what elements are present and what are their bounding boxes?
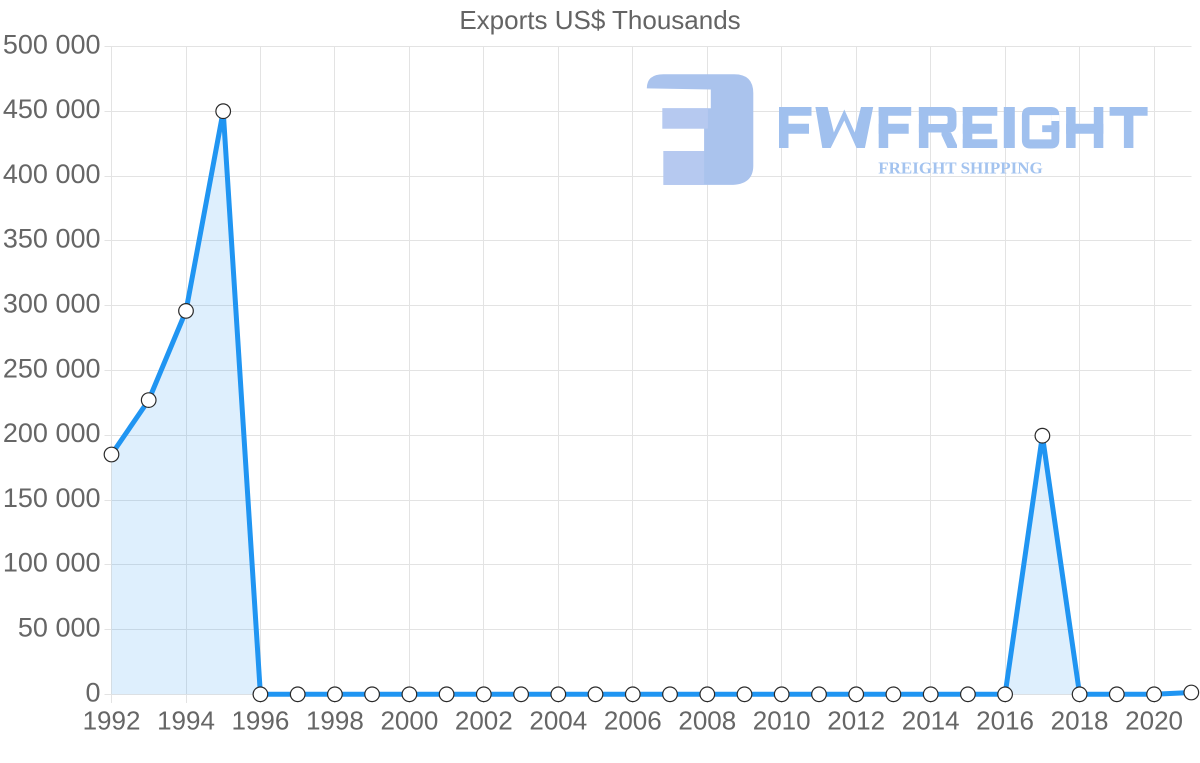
svg-text:2018: 2018 bbox=[1051, 706, 1109, 736]
svg-text:2020: 2020 bbox=[1125, 706, 1183, 736]
svg-text:500 000: 500 000 bbox=[3, 29, 101, 59]
svg-text:2008: 2008 bbox=[678, 706, 736, 736]
svg-text:200 000: 200 000 bbox=[3, 418, 101, 448]
svg-text:FREIGHT SHIPPING: FREIGHT SHIPPING bbox=[878, 159, 1043, 178]
svg-text:2004: 2004 bbox=[529, 706, 587, 736]
svg-text:250 000: 250 000 bbox=[3, 353, 101, 383]
svg-text:1998: 1998 bbox=[306, 706, 364, 736]
svg-text:2016: 2016 bbox=[976, 706, 1034, 736]
svg-text:100 000: 100 000 bbox=[3, 548, 101, 578]
svg-text:1996: 1996 bbox=[231, 706, 289, 736]
svg-text:150 000: 150 000 bbox=[3, 483, 101, 513]
svg-text:1994: 1994 bbox=[157, 706, 215, 736]
svg-text:50 000: 50 000 bbox=[18, 613, 101, 643]
svg-text:450 000: 450 000 bbox=[3, 94, 101, 124]
svg-text:400 000: 400 000 bbox=[3, 159, 101, 189]
svg-text:2006: 2006 bbox=[604, 706, 662, 736]
svg-text:300 000: 300 000 bbox=[3, 289, 101, 319]
svg-text:0: 0 bbox=[85, 677, 100, 707]
svg-text:Exports US$ Thousands: Exports US$ Thousands bbox=[459, 5, 740, 35]
svg-text:2010: 2010 bbox=[753, 706, 811, 736]
svg-text:2002: 2002 bbox=[455, 706, 513, 736]
svg-text:1992: 1992 bbox=[83, 706, 141, 736]
svg-text:350 000: 350 000 bbox=[3, 224, 101, 254]
svg-text:2000: 2000 bbox=[380, 706, 438, 736]
svg-text:2012: 2012 bbox=[827, 706, 885, 736]
svg-text:2014: 2014 bbox=[902, 706, 960, 736]
